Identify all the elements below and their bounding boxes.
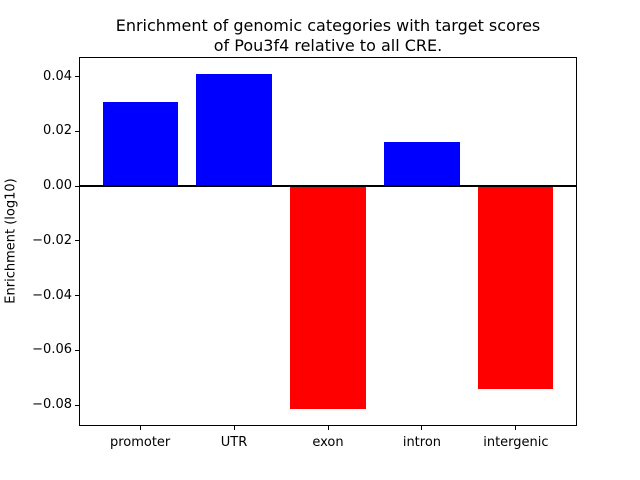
bar-UTR	[196, 73, 272, 187]
x-tick-label-exon: exon	[312, 435, 344, 450]
x-tick-label-intergenic: intergenic	[483, 435, 549, 450]
y-tick-mark	[75, 240, 80, 242]
bar-exon	[290, 186, 366, 410]
zero-line	[80, 185, 576, 188]
plot-content	[80, 58, 576, 425]
y-tick-label: −0.04	[32, 287, 72, 303]
y-tick-label: 0.02	[43, 123, 72, 139]
y-tick-mark	[75, 130, 80, 132]
y-tick-label: −0.08	[32, 397, 72, 413]
chart-title-line1: Enrichment of genomic categories with ta…	[115, 16, 541, 35]
x-tick-mark	[515, 425, 517, 430]
y-tick-label: −0.06	[32, 342, 72, 358]
y-tick-label: −0.02	[32, 232, 72, 248]
y-tick-mark	[75, 185, 80, 187]
x-tick-mark	[421, 425, 423, 430]
bar-intron	[384, 141, 460, 187]
chart-title: Enrichment of genomic categories with ta…	[80, 16, 576, 56]
y-tick-mark	[75, 349, 80, 351]
y-tick-mark	[75, 404, 80, 406]
x-tick-mark	[233, 425, 235, 430]
y-tick-mark	[75, 295, 80, 297]
y-tick-label: 0.00	[43, 178, 72, 194]
bar-intergenic	[478, 186, 554, 390]
y-tick-mark	[75, 76, 80, 78]
x-tick-label-promoter: promoter	[109, 435, 171, 450]
bar-promoter	[102, 102, 178, 187]
x-tick-label-UTR: UTR	[220, 435, 248, 450]
chart-title-line2: of Pou3f4 relative to all CRE.	[213, 36, 443, 55]
x-tick-mark	[327, 425, 329, 430]
x-tick-mark	[139, 425, 141, 430]
y-tick-label: 0.04	[43, 68, 72, 84]
x-tick-label-intron: intron	[402, 435, 442, 450]
